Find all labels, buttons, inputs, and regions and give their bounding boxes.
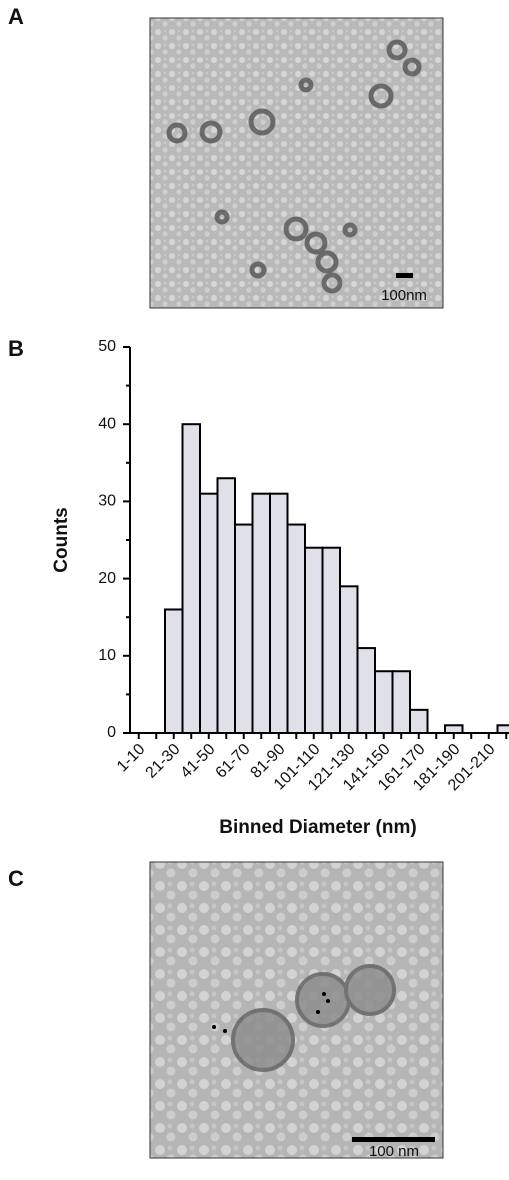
bar (304, 546, 324, 734)
x-tick-label: 21-30 (143, 741, 184, 782)
bar (321, 546, 341, 734)
scale-label: 100 nm (369, 1143, 419, 1160)
y-tick-label: 20 (98, 570, 116, 587)
panel-label: B (8, 336, 24, 361)
bar (269, 492, 289, 734)
bar (409, 708, 429, 735)
x-tick-label: 41-50 (178, 741, 219, 782)
x-axis-title: Binned Diameter (nm) (219, 817, 416, 838)
bar (339, 585, 359, 734)
bar (234, 523, 254, 734)
y-tick-label: 30 (98, 493, 116, 510)
panel-label: C (8, 866, 24, 891)
bar (356, 647, 376, 735)
y-axis-title: Counts (51, 507, 72, 572)
x-tick-label: 61-70 (213, 741, 254, 782)
y-tick-label: 0 (107, 724, 116, 741)
y-tick-label: 10 (98, 647, 116, 664)
bar (216, 477, 236, 734)
y-tick-label: 40 (98, 415, 116, 432)
bar (444, 724, 464, 735)
bar (164, 608, 184, 734)
panel-label: A (8, 4, 24, 29)
bar (199, 492, 219, 734)
bar (496, 724, 509, 735)
scale-label: 100nm (381, 287, 427, 304)
micrograph: 100 nm (149, 861, 444, 1160)
bar (391, 670, 411, 734)
chart: Counts Binned Diameter (nm) 1-1021-3041-… (51, 338, 509, 838)
bar (251, 492, 271, 734)
bar (181, 423, 201, 734)
y-tick-label: 50 (98, 338, 116, 355)
bar (286, 523, 306, 734)
bar (374, 670, 394, 734)
micrograph: 100nm (149, 17, 444, 309)
